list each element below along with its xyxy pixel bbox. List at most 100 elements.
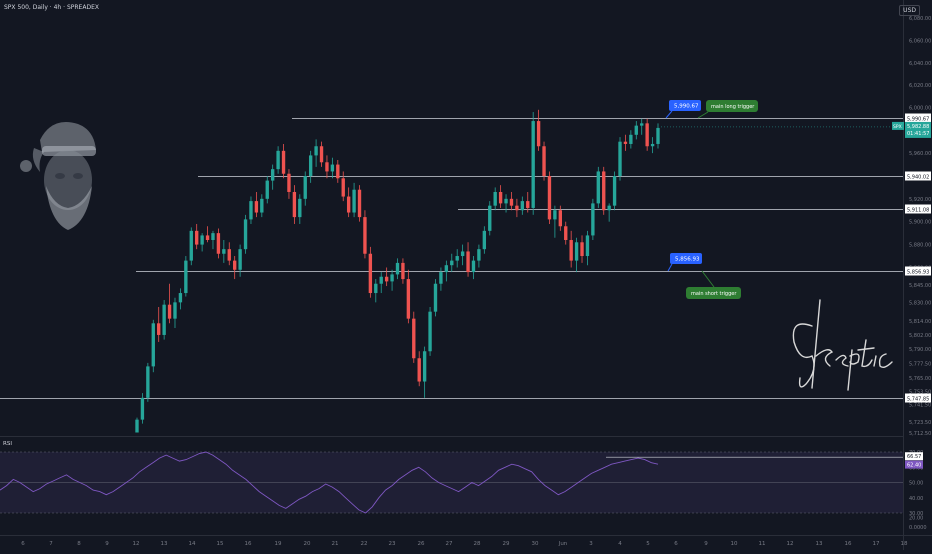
candle-body[interactable] <box>395 262 400 275</box>
candle-body[interactable] <box>542 146 546 177</box>
candle-body[interactable] <box>574 242 579 261</box>
candle-body[interactable] <box>422 351 427 382</box>
candle-body[interactable] <box>330 164 335 172</box>
candle-body[interactable] <box>222 249 226 254</box>
candle-body[interactable] <box>596 171 600 204</box>
candle-body[interactable] <box>308 155 313 177</box>
currency-button[interactable]: USD <box>899 5 920 16</box>
candle-body[interactable] <box>607 205 611 211</box>
candle-body[interactable] <box>287 173 291 192</box>
candle-body[interactable] <box>314 146 318 156</box>
candle-body[interactable] <box>249 201 253 220</box>
candle-body[interactable] <box>618 141 622 177</box>
candle-body[interactable] <box>460 251 465 257</box>
candle-body[interactable] <box>640 123 644 126</box>
candle-body[interactable] <box>157 323 161 335</box>
candle-body[interactable] <box>184 260 188 294</box>
candle-body[interactable] <box>553 210 557 220</box>
candle-body[interactable] <box>151 323 155 367</box>
candle-body[interactable] <box>585 235 590 257</box>
candle-body[interactable] <box>450 260 454 266</box>
candle-body[interactable] <box>336 164 340 179</box>
candle-body[interactable] <box>612 176 617 206</box>
candle-body[interactable] <box>645 123 649 147</box>
candle-body[interactable] <box>520 201 525 211</box>
candle-body[interactable] <box>363 217 367 254</box>
candle-body[interactable] <box>406 279 411 319</box>
candle-body[interactable] <box>634 125 638 135</box>
candle-body[interactable] <box>379 276 383 284</box>
candle-body[interactable] <box>233 260 237 270</box>
short-trigger-note-box[interactable] <box>686 287 741 299</box>
candle-body[interactable] <box>243 219 248 250</box>
candle-body[interactable] <box>564 226 568 241</box>
candle-body[interactable] <box>439 272 443 284</box>
candle-body[interactable] <box>536 121 541 147</box>
candle-body[interactable] <box>569 240 573 261</box>
candle-body[interactable] <box>270 169 275 181</box>
long-trigger-note-box[interactable] <box>706 100 758 112</box>
short-trigger-price-tag[interactable] <box>670 253 702 264</box>
candle-body[interactable] <box>341 178 345 197</box>
candle-body[interactable] <box>303 176 307 199</box>
candle-body[interactable] <box>195 230 199 245</box>
candle-body[interactable] <box>189 230 193 261</box>
candle-body[interactable] <box>384 276 389 282</box>
candle-body[interactable] <box>238 249 242 270</box>
candle-body[interactable] <box>629 134 633 144</box>
candle-body[interactable] <box>526 201 530 208</box>
candle-body[interactable] <box>466 251 470 273</box>
candle-body[interactable] <box>488 205 492 231</box>
candle-body[interactable] <box>357 189 362 218</box>
candle-body[interactable] <box>580 242 584 257</box>
candle-body[interactable] <box>493 191 497 206</box>
candle-body[interactable] <box>650 143 655 147</box>
candle-body[interactable] <box>558 210 562 227</box>
candle-body[interactable] <box>547 176 552 220</box>
candle-body[interactable] <box>200 235 204 245</box>
candle-body[interactable] <box>444 265 449 273</box>
candle-body[interactable] <box>531 121 535 208</box>
candle-body[interactable] <box>504 198 508 204</box>
candle-body[interactable] <box>455 256 459 261</box>
candle-body[interactable] <box>254 201 259 213</box>
candle-body[interactable] <box>346 196 351 213</box>
candle-body[interactable] <box>276 150 280 170</box>
candle-body[interactable] <box>433 283 438 312</box>
candle-body[interactable] <box>211 233 215 241</box>
candle-body[interactable] <box>471 260 476 273</box>
candle-body[interactable] <box>509 198 514 206</box>
candle-body[interactable] <box>374 283 378 294</box>
candle-body[interactable] <box>178 293 183 303</box>
candle-body[interactable] <box>352 189 356 213</box>
candle-body[interactable] <box>135 419 139 433</box>
candle-body[interactable] <box>167 304 172 319</box>
candle-body[interactable] <box>140 397 145 420</box>
candle-body[interactable] <box>498 191 503 204</box>
candle-body[interactable] <box>656 127 660 144</box>
candle-body[interactable] <box>401 262 405 280</box>
candle-body[interactable] <box>319 146 324 163</box>
candle-body[interactable] <box>216 233 221 254</box>
candle-body[interactable] <box>515 205 519 211</box>
candle-body[interactable] <box>602 171 606 211</box>
candle-body[interactable] <box>591 203 595 236</box>
candle-body[interactable] <box>260 198 264 213</box>
candle-body[interactable] <box>368 253 373 294</box>
candle-body[interactable] <box>325 162 329 172</box>
candle-body[interactable] <box>412 318 416 359</box>
candle-body[interactable] <box>173 302 177 319</box>
candle-body[interactable] <box>477 249 481 261</box>
candle-body[interactable] <box>623 141 628 144</box>
candle-body[interactable] <box>482 230 487 250</box>
candle-body[interactable] <box>281 150 286 174</box>
long-trigger-price-tag[interactable] <box>669 100 701 111</box>
candle-body[interactable] <box>298 198 302 218</box>
candle-body[interactable] <box>428 311 432 352</box>
rsi-line[interactable] <box>0 451 659 514</box>
candle-body[interactable] <box>227 249 231 261</box>
candle-body[interactable] <box>265 180 269 199</box>
candle-body[interactable] <box>162 304 166 335</box>
candle-body[interactable] <box>205 235 210 241</box>
